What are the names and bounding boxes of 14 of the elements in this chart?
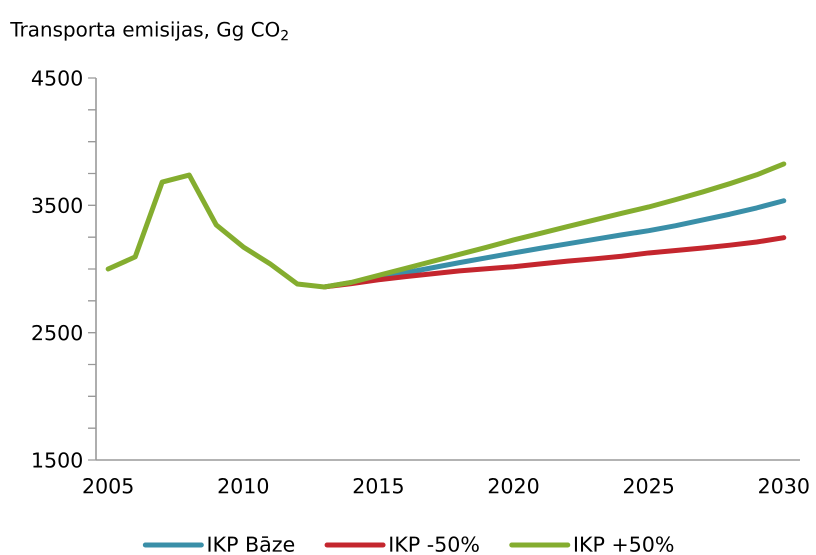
legend-label: IKP -50% [390, 536, 479, 552]
y-tick-label: 1500 [33, 452, 82, 468]
y-tick-label: 2500 [32, 324, 82, 340]
legend-label: IKP +50% [574, 536, 674, 552]
x-tick-label: 2030 [759, 478, 809, 494]
x-tick-label: 2005 [83, 478, 133, 494]
y-tick-label: 4500 [32, 70, 82, 86]
chart-title: Transporta emisijas, Gg CO$_{2}$ [10, 21, 288, 41]
x-tick-label: 2020 [488, 478, 538, 494]
x-tick-label: 2010 [218, 478, 268, 494]
x-tick-label: 2025 [624, 478, 674, 494]
y-tick-label: 3500 [32, 198, 82, 214]
legend-label: IKP Bāze [208, 536, 294, 552]
x-tick-label: 2015 [354, 478, 403, 494]
